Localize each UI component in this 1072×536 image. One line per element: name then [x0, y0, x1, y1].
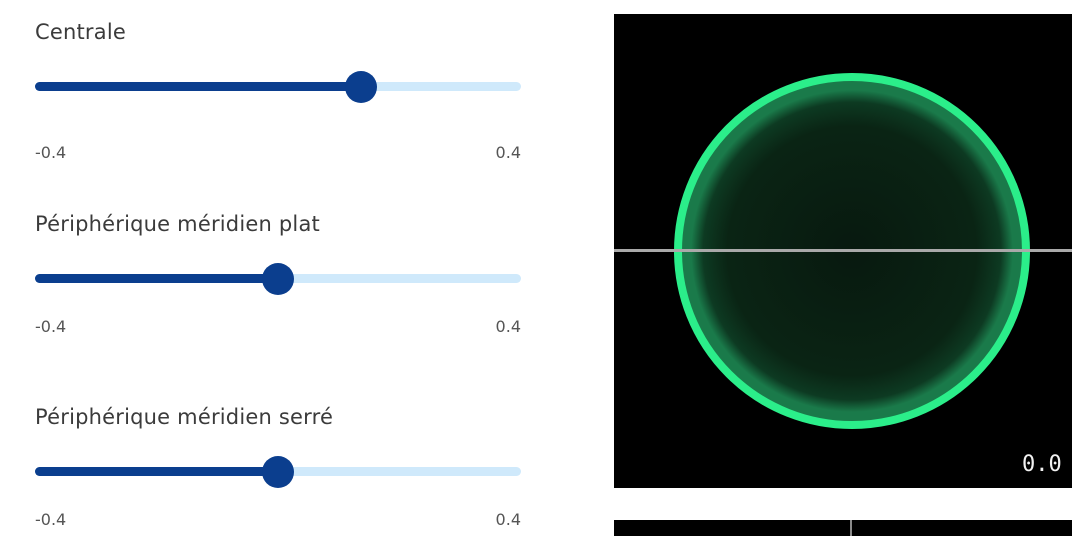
slider-min-label: -0.4 [35, 317, 67, 336]
peripherique-meridien-plat-slider[interactable] [35, 262, 521, 296]
viewer-value-readout: 0.0 [1022, 452, 1062, 477]
slider-panel: Centrale -0.4 0.4 Périphérique méridien … [35, 20, 521, 529]
slider-fill [35, 467, 278, 476]
slider-thumb[interactable] [262, 456, 294, 488]
lens-fit-viewer[interactable]: 0.0 [614, 14, 1072, 488]
slider-label: Centrale [35, 20, 126, 44]
slider-thumb[interactable] [262, 263, 294, 295]
viewer-divider [850, 520, 852, 536]
slider-max-label: 0.4 [495, 317, 521, 336]
secondary-viewer [614, 520, 1072, 536]
slider-min-label: -0.4 [35, 510, 67, 529]
horizontal-meridian-line [614, 249, 1072, 252]
slider-thumb[interactable] [344, 71, 377, 103]
slider-fill [35, 82, 361, 91]
slider-label: Périphérique méridien serré [35, 405, 334, 429]
slider-label: Périphérique méridien plat [35, 212, 320, 236]
slider-min-label: -0.4 [35, 143, 67, 162]
peripherique-meridien-serre-slider[interactable] [35, 455, 521, 489]
slider-max-label: 0.4 [495, 510, 521, 529]
centrale-slider[interactable] [35, 70, 521, 104]
slider-max-label: 0.4 [495, 143, 521, 162]
slider-fill [35, 274, 278, 283]
